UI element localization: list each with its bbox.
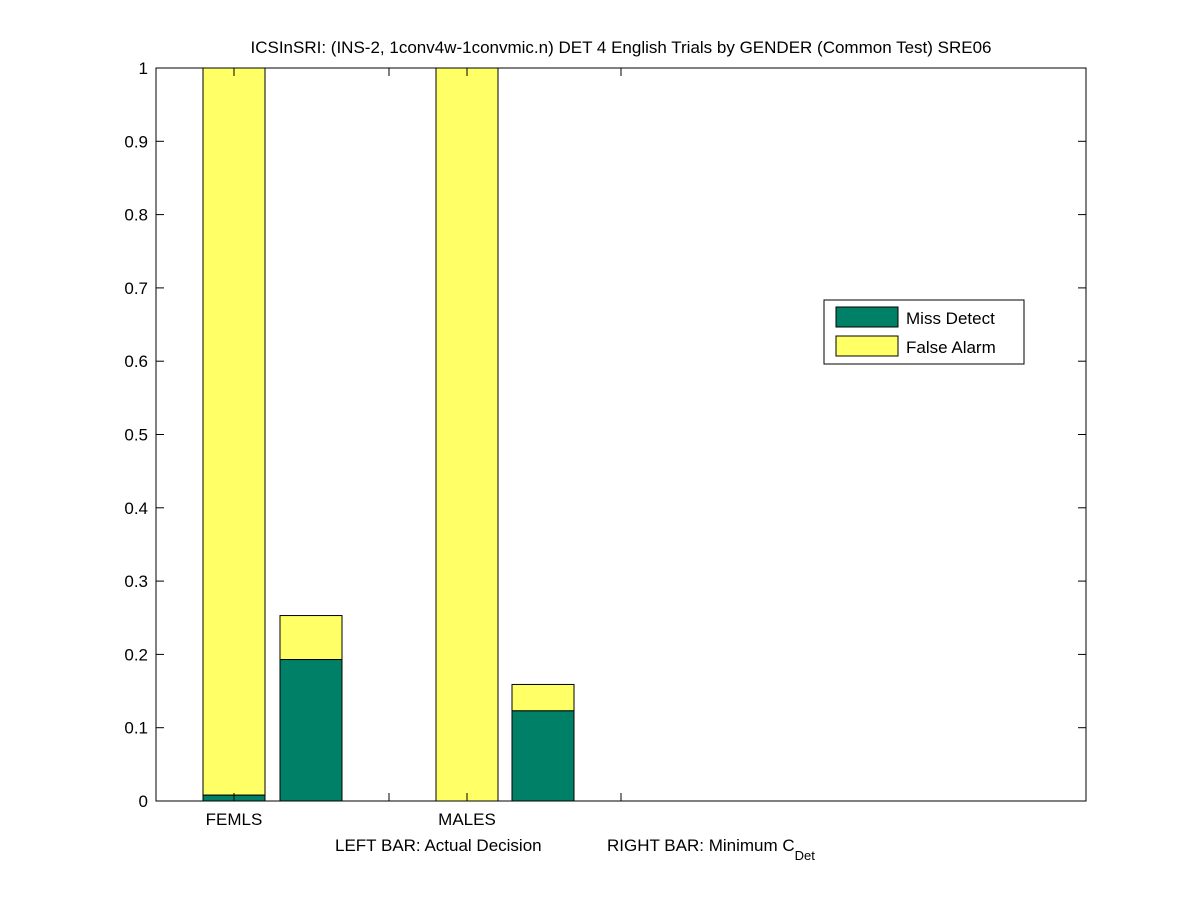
y-tick-label: 0.8 [124, 206, 148, 225]
bar-femls-minimum-false-alarm [279, 615, 343, 661]
x-label-right-main: RIGHT BAR: Minimum C [607, 836, 795, 855]
bar-femls-minimum-miss [279, 659, 343, 802]
ticks-layer: 0 0.1 0.2 0.3 0.4 0.5 0.6 0.7 0.8 0.9 1 FEMLS MALES [124, 59, 1086, 829]
x-tick-label-femls: FEMLS [206, 810, 263, 829]
bar-males-actual-false-alarm [435, 67, 499, 802]
legend-swatch-miss-detect [835, 306, 899, 328]
y-tick-label: 0.7 [124, 279, 148, 298]
y-tick-label: 0.9 [124, 132, 148, 151]
bar-males-minimum-false-alarm [511, 683, 575, 712]
y-tick-label: 0.2 [124, 645, 148, 664]
y-tick-label: 1 [139, 59, 148, 78]
y-tick-label: 0.6 [124, 352, 148, 371]
y-tick-label: 0.4 [124, 499, 148, 518]
x-tick-label-males: MALES [438, 810, 496, 829]
y-tick-label: 0.3 [124, 572, 148, 591]
y-tick-label: 0.1 [124, 719, 148, 738]
x-label-right: RIGHT BAR: Minimum CDet [607, 836, 815, 863]
x-label-left: LEFT BAR: Actual Decision [335, 836, 542, 855]
legend-label-false-alarm: False Alarm [906, 338, 996, 357]
legend-swatch-false-alarm [835, 335, 899, 357]
chart-title: ICSInSRI: (INS-2, 1conv4w-1convmic.n) DE… [251, 38, 992, 57]
y-tick-label: 0 [139, 792, 148, 811]
bar-femls-actual-false-alarm [202, 67, 266, 796]
legend-label-miss-detect: Miss Detect [906, 309, 995, 328]
x-label-right-sub: Det [795, 848, 816, 863]
y-tick-label: 0.5 [124, 426, 148, 445]
legend: Miss Detect False Alarm [823, 299, 1025, 365]
bars-layer [202, 67, 575, 802]
bar-males-minimum-miss [511, 710, 575, 802]
